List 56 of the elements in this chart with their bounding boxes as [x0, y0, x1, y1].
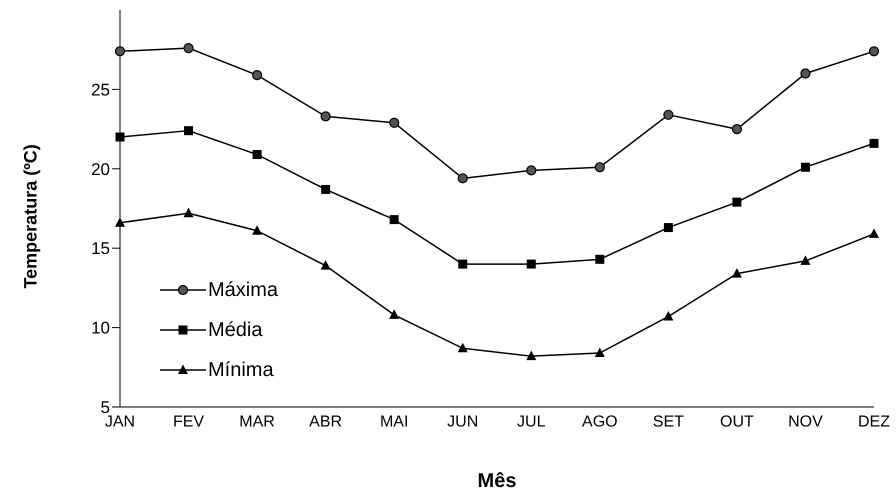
point: [594, 162, 605, 172]
legend-label: Média: [208, 318, 262, 342]
point: [594, 348, 605, 358]
x-tick-label: FEV: [172, 413, 204, 430]
y-tick-label: 10: [91, 318, 110, 338]
x-tick-label: ABR: [309, 413, 342, 430]
x-tick-label: NOV: [788, 413, 824, 430]
point: [389, 309, 400, 319]
point: [320, 111, 331, 122]
point: [663, 110, 674, 120]
point: [114, 46, 126, 56]
point: [800, 255, 810, 265]
point: [732, 124, 742, 134]
y-tick-label: 15: [91, 239, 110, 258]
y-axis-title: Temperatura (ºC): [20, 144, 40, 288]
x-tick-label: JUL: [517, 413, 546, 430]
point: [869, 228, 879, 238]
x-axis-title: Mês: [478, 470, 516, 492]
point: [389, 118, 400, 128]
legend-label: Mínima: [208, 358, 274, 382]
point: [664, 223, 673, 232]
x-tick-label: SET: [652, 413, 684, 430]
point: [252, 150, 262, 160]
point: [115, 217, 125, 227]
point: [252, 225, 262, 235]
point: [526, 260, 536, 269]
point: [183, 43, 194, 54]
point: [252, 70, 262, 80]
y-tick-label: 25: [91, 80, 110, 100]
point: [800, 162, 810, 172]
point: [800, 68, 811, 79]
point: [526, 165, 536, 176]
point: [458, 342, 468, 352]
x-tick-label: OUT: [720, 413, 754, 430]
point: [184, 208, 194, 218]
point: [458, 173, 468, 184]
point: [320, 260, 331, 270]
point: [732, 198, 742, 207]
point: [870, 138, 878, 148]
point: [526, 350, 536, 360]
legend-label: Máxima: [208, 278, 278, 302]
point: [458, 260, 468, 269]
point: [868, 46, 880, 56]
point: [663, 310, 674, 320]
point: [732, 268, 742, 278]
x-tick-label: JUN: [447, 413, 478, 430]
x-tick-label: AGO: [582, 413, 618, 430]
x-tick-label: MAI: [380, 413, 408, 430]
point: [595, 254, 604, 264]
point: [116, 132, 124, 142]
x-tick-label: DEZ: [858, 413, 890, 430]
x-tick-label: MAR: [239, 413, 275, 430]
point: [184, 126, 194, 136]
y-tick-label: 20: [91, 160, 110, 179]
point: [390, 215, 399, 224]
point: [321, 184, 330, 194]
